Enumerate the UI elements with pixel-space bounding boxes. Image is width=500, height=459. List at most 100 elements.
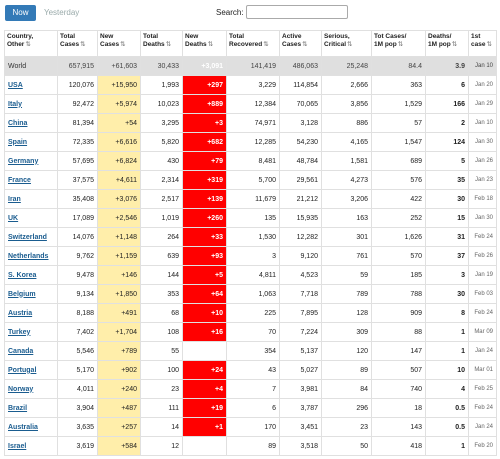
sort-icon[interactable]: ⇅ — [207, 41, 214, 48]
tab-now[interactable]: Now — [5, 5, 36, 21]
country-link[interactable]: Israel — [8, 442, 27, 450]
header-label: Critical — [324, 41, 347, 48]
cell-first-case: Jan 19 — [468, 265, 497, 285]
cell-country: Norway — [4, 379, 58, 399]
cell-new-cases: +1,850 — [97, 284, 141, 304]
cell-total-recovered: 225 — [226, 303, 280, 323]
country-link[interactable]: Italy — [8, 100, 23, 108]
header-total-deaths[interactable]: Total Deaths⇅ — [140, 30, 183, 57]
country-link[interactable]: China — [8, 119, 28, 127]
country-link[interactable]: Canada — [8, 347, 34, 355]
cell-serious-critical: 89 — [321, 360, 372, 380]
table-row: Austria 8,188 +491 68 +10 225 7,895 128 909 8 Feb … — [4, 303, 497, 323]
country-link[interactable]: Netherlands — [8, 252, 49, 260]
country-link[interactable]: Austria — [8, 309, 33, 317]
sort-icon[interactable]: ⇅ — [347, 41, 353, 48]
table-row: Switzerland 14,076 +1,148 264 +33 1,530 12,282… — [4, 227, 497, 247]
tab-yesterday[interactable]: Yesterday — [44, 8, 80, 17]
sort-icon[interactable]: ⇅ — [263, 41, 269, 48]
country-link[interactable]: Norway — [8, 385, 34, 393]
cell-first-case: Jan 20 — [468, 75, 497, 95]
cell-first-case: Jan 30 — [468, 208, 497, 228]
header-total-cases[interactable]: Total Cases⇅ — [57, 30, 98, 57]
header-label: Total — [60, 33, 76, 40]
cell-first-case: Feb 20 — [468, 436, 497, 456]
table-row: China 81,394 +54 3,295 +3 74,971 3,128 886 57 2 Ja… — [4, 113, 497, 133]
sort-icon[interactable]: ⇅ — [486, 41, 492, 48]
header-new-cases[interactable]: New Cases⇅ — [97, 30, 141, 57]
cell-total-cases: 657,915 — [57, 56, 98, 76]
cell-deaths-1m: 8 — [425, 303, 469, 323]
cell-country: Austria — [4, 303, 58, 323]
cell-active-cases: 3,981 — [279, 379, 322, 399]
cell-new-cases: +6,616 — [97, 132, 141, 152]
cell-first-case: Jan 24 — [468, 417, 497, 437]
cell-tot-cases-1m: 689 — [371, 151, 426, 171]
header-tot-cases-1m[interactable]: Tot Cases/1M pop⇅ — [371, 30, 426, 57]
country-link[interactable]: Iran — [8, 195, 21, 203]
cell-total-deaths: 5,820 — [140, 132, 183, 152]
cell-new-deaths: +3,091 — [182, 56, 227, 76]
cell-total-deaths: 10,023 — [140, 94, 183, 114]
cell-active-cases: 48,784 — [279, 151, 322, 171]
sort-icon[interactable]: ⇅ — [451, 41, 458, 48]
sort-icon[interactable]: ⇅ — [80, 41, 86, 48]
cell-new-cases: +584 — [97, 436, 141, 456]
country-link[interactable]: Spain — [8, 138, 28, 146]
cell-serious-critical: 59 — [321, 265, 372, 285]
country-link[interactable]: S. Korea — [8, 271, 37, 279]
country-link[interactable]: USA — [8, 81, 23, 89]
country-link[interactable]: Portugal — [8, 366, 37, 374]
table-row: Spain 72,335 +6,616 5,820 +682 12,285 54,230 4,… — [4, 132, 497, 152]
country-link[interactable]: Belgium — [8, 290, 36, 298]
cell-total-cases: 5,170 — [57, 360, 98, 380]
header-active-cases[interactable]: Active Cases⇅ — [279, 30, 322, 57]
cell-total-cases: 8,188 — [57, 303, 98, 323]
cell-country: Belgium — [4, 284, 58, 304]
table-row: Belgium 9,134 +1,850 353 +64 1,063 7,718 789 788… — [4, 284, 497, 304]
cell-deaths-1m: 10 — [425, 360, 469, 380]
header-serious-critical[interactable]: Serious, Critical⇅ — [321, 30, 372, 57]
cell-new-cases: +491 — [97, 303, 141, 323]
cell-country: Turkey — [4, 322, 58, 342]
cell-country: Canada — [4, 341, 58, 361]
cell-deaths-1m: 5 — [425, 151, 469, 171]
header-first-case[interactable]: 1st case⇅ — [468, 30, 497, 57]
country-link[interactable]: Germany — [8, 157, 39, 165]
header-label: Active — [282, 33, 302, 40]
sort-icon[interactable]: ⇅ — [302, 41, 308, 48]
cell-deaths-1m: 3 — [425, 265, 469, 285]
search-input[interactable] — [246, 5, 348, 19]
table-row: Iran 35,408 +3,076 2,517 +139 11,679 21,212 3,2… — [4, 189, 497, 209]
cell-total-cases: 81,394 — [57, 113, 98, 133]
cell-total-deaths: 2,314 — [140, 170, 183, 190]
sort-icon[interactable]: ⇅ — [25, 41, 31, 48]
table-header: Country, Other⇅ Total Cases⇅ New Cases⇅ Total D… — [4, 30, 497, 57]
country-link[interactable]: Switzerland — [8, 233, 47, 241]
header-label: case — [471, 41, 486, 48]
sort-icon[interactable]: ⇅ — [165, 41, 172, 48]
cell-total-deaths: 144 — [140, 265, 183, 285]
cell-tot-cases-1m: 143 — [371, 417, 426, 437]
country-link[interactable]: Turkey — [8, 328, 31, 336]
header-label: Recovered — [229, 41, 263, 48]
country-link[interactable]: Australia — [8, 423, 38, 431]
header-label: Serious, — [324, 33, 350, 40]
sort-icon[interactable]: ⇅ — [397, 41, 404, 48]
cell-country: USA — [4, 75, 58, 95]
header-new-deaths[interactable]: New Deaths⇅ — [182, 30, 227, 57]
cell-first-case: Jan 10 — [468, 113, 497, 133]
header-label: 1M pop — [428, 41, 451, 48]
header-total-recovered[interactable]: Total Recovered⇅ — [226, 30, 280, 57]
sort-icon[interactable]: ⇅ — [120, 41, 126, 48]
header-country[interactable]: Country, Other⇅ — [4, 30, 58, 57]
country-link[interactable]: France — [8, 176, 31, 184]
cell-total-recovered: 1,530 — [226, 227, 280, 247]
header-deaths-1m[interactable]: Deaths/1M pop⇅ — [425, 30, 469, 57]
cell-total-recovered: 135 — [226, 208, 280, 228]
table-row: Netherlands 9,762 +1,159 639 +93 3 9,120 761 570… — [4, 246, 497, 266]
cell-first-case: Jan 30 — [468, 132, 497, 152]
country-link[interactable]: UK — [8, 214, 19, 222]
country-link[interactable]: Brazil — [8, 404, 28, 412]
cell-deaths-1m: 31 — [425, 227, 469, 247]
